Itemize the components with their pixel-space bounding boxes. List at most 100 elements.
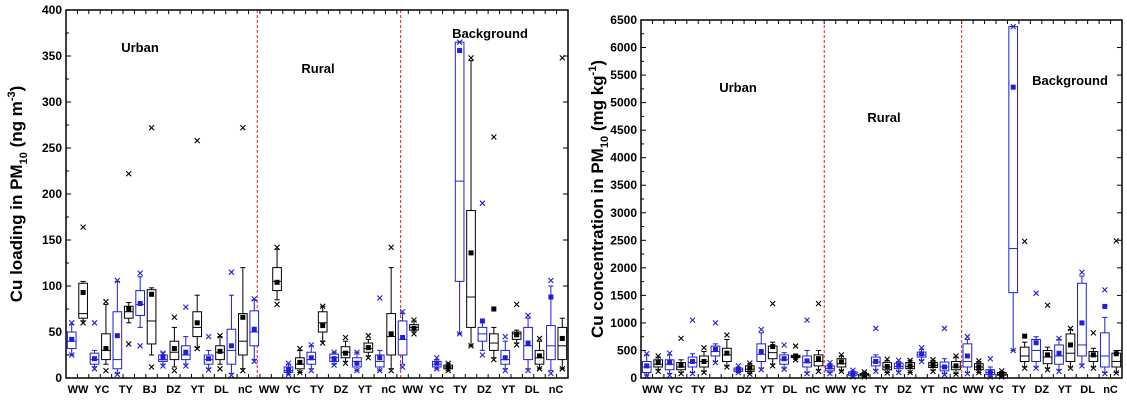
x-category-label: DL	[525, 384, 540, 396]
extreme-marker	[884, 370, 891, 376]
extreme-marker	[701, 344, 707, 351]
extreme-marker	[365, 332, 372, 339]
extreme-marker	[918, 344, 925, 351]
extreme-marker	[319, 340, 326, 346]
extreme-marker	[1010, 347, 1017, 354]
mean-marker	[149, 291, 155, 297]
extreme-marker	[769, 362, 776, 369]
extreme-marker	[678, 370, 684, 377]
region-label: Rural	[301, 61, 334, 76]
extreme-marker	[171, 314, 178, 321]
extreme-marker	[285, 360, 292, 367]
box	[1077, 282, 1087, 357]
extreme-marker	[872, 325, 879, 332]
x-category-label: TY	[453, 384, 468, 396]
mean-marker	[804, 358, 810, 364]
mean-marker	[770, 344, 776, 350]
x-category-label: YT	[1058, 384, 1072, 396]
extreme-marker	[724, 364, 730, 370]
x-category-label: TY	[119, 384, 134, 396]
plot-frame	[640, 19, 1123, 379]
x-category-label: TY	[691, 384, 706, 396]
extreme-marker	[724, 332, 730, 338]
x-category-label: DL	[1080, 384, 1095, 396]
extreme-marker	[689, 317, 696, 324]
extreme-marker	[941, 371, 948, 378]
mean-marker	[930, 362, 936, 368]
x-category-label: DL	[783, 384, 798, 396]
x-category-label: BJ	[714, 384, 728, 396]
extreme-marker	[1056, 368, 1062, 375]
mean-marker	[343, 350, 349, 356]
x-category-label: YC	[429, 384, 444, 396]
mean-marker	[1079, 320, 1085, 326]
extreme-marker	[872, 368, 879, 375]
extreme-marker	[125, 170, 132, 177]
extreme-marker	[103, 298, 109, 305]
extreme-marker	[513, 301, 520, 308]
extreme-marker	[746, 360, 753, 367]
mean-marker	[137, 300, 143, 306]
extreme-marker	[1090, 365, 1097, 371]
mean-marker	[171, 346, 177, 352]
mean-marker	[655, 360, 661, 366]
extreme-marker	[296, 345, 303, 352]
extreme-marker	[68, 319, 75, 326]
mean-marker	[1113, 351, 1119, 357]
y-axis-label-close: )	[7, 86, 26, 92]
extreme-marker	[964, 370, 971, 377]
y-tick-label: 1500	[610, 288, 637, 302]
y-tick-label: 5500	[610, 68, 637, 82]
extreme-marker	[411, 317, 417, 323]
extreme-marker	[411, 330, 417, 337]
extreme-marker	[148, 124, 155, 131]
mean-marker	[712, 346, 718, 352]
extreme-marker	[1010, 23, 1017, 30]
y-tick-label: 3500	[610, 178, 637, 192]
extreme-marker	[399, 364, 406, 370]
mean-marker	[919, 351, 925, 357]
x-category-label: YC	[94, 384, 109, 396]
mean-marker	[1090, 352, 1096, 358]
extreme-marker	[1113, 237, 1120, 244]
extreme-marker	[365, 354, 372, 361]
y-tick-label: 250	[42, 141, 62, 155]
x-category-label: DZ	[334, 384, 349, 396]
y-tick-label: 300	[42, 95, 62, 109]
extreme-marker	[114, 371, 121, 378]
extreme-marker	[827, 370, 833, 377]
y-axis-label-close: )	[588, 60, 607, 66]
extreme-marker	[80, 319, 87, 326]
extreme-marker	[895, 357, 902, 364]
x-category-label: TY	[874, 384, 889, 396]
extreme-marker	[525, 312, 531, 319]
y-tick-label: 2000	[610, 261, 637, 275]
extreme-marker	[678, 335, 684, 342]
extreme-marker	[838, 351, 845, 358]
mean-marker	[884, 363, 890, 369]
x-category-label: WW	[642, 384, 663, 396]
mean-marker	[827, 364, 833, 370]
mean-marker	[724, 350, 730, 356]
extreme-marker	[792, 343, 799, 349]
extreme-marker	[998, 367, 1005, 374]
extreme-marker	[502, 367, 509, 374]
mean-marker	[228, 343, 234, 349]
plot-frame	[65, 9, 569, 379]
extreme-marker	[907, 357, 914, 364]
extreme-marker	[907, 369, 914, 376]
y-axis-label-sub: 10	[599, 136, 611, 148]
mean-marker	[1010, 84, 1016, 90]
extreme-marker	[376, 367, 383, 374]
mean-marker	[377, 355, 383, 361]
mean-marker	[285, 367, 291, 373]
box	[1099, 332, 1110, 368]
y-tick-label: 1000	[610, 316, 637, 330]
mean-marker	[644, 363, 650, 369]
y-tick-label: 3000	[610, 206, 637, 220]
extreme-marker	[1033, 290, 1039, 297]
box	[557, 326, 568, 361]
x-category-label: YC	[988, 384, 1003, 396]
x-category-label: TY	[310, 384, 325, 396]
extreme-marker	[1090, 329, 1097, 336]
